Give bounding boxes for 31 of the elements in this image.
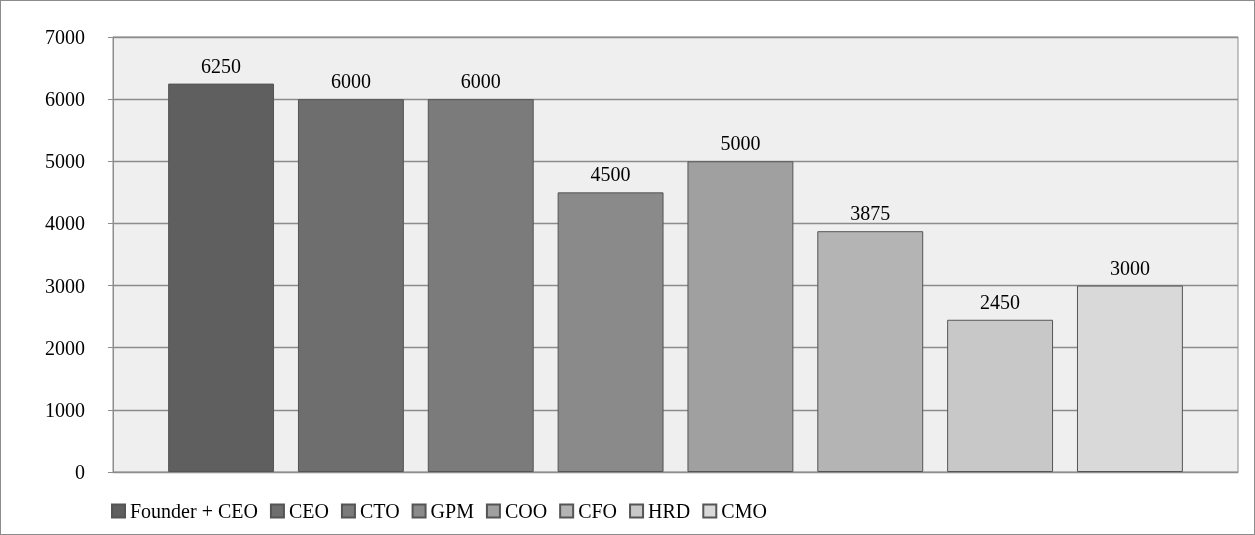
data-label: 3875 bbox=[850, 202, 891, 225]
bar bbox=[817, 231, 924, 472]
y-tick-label: 6000 bbox=[45, 88, 85, 111]
bar bbox=[427, 99, 534, 472]
data-label: 5000 bbox=[720, 132, 761, 155]
bar bbox=[687, 161, 794, 472]
y-tick-label: 3000 bbox=[45, 274, 85, 297]
y-tick-label: 5000 bbox=[45, 150, 85, 173]
legend-label: COO bbox=[504, 500, 548, 522]
legend-label: Founder + CEO bbox=[130, 500, 258, 522]
data-label: 6000 bbox=[460, 70, 501, 93]
bar bbox=[1076, 285, 1183, 472]
data-label: 3000 bbox=[1109, 256, 1150, 279]
legend-label: HRD bbox=[648, 500, 691, 522]
data-label: 2450 bbox=[980, 290, 1021, 313]
y-tick-label: 4000 bbox=[45, 212, 85, 235]
y-tick-label: 7000 bbox=[45, 26, 85, 48]
legend-label: CFO bbox=[578, 500, 618, 522]
legend-label: CEO bbox=[288, 500, 329, 522]
legend-label: CTO bbox=[359, 500, 400, 522]
data-label: 6250 bbox=[201, 54, 242, 77]
legend-label: CMO bbox=[721, 500, 767, 522]
data-label: 6000 bbox=[330, 70, 371, 93]
bar bbox=[947, 319, 1054, 472]
data-label: 4500 bbox=[590, 163, 631, 186]
y-tick-label: 2000 bbox=[45, 336, 85, 359]
y-tick-label: 1000 bbox=[45, 398, 85, 421]
legend-label: GPM bbox=[430, 500, 475, 522]
y-tick-label: 0 bbox=[75, 461, 85, 483]
bar bbox=[297, 99, 404, 472]
bar bbox=[168, 83, 275, 472]
